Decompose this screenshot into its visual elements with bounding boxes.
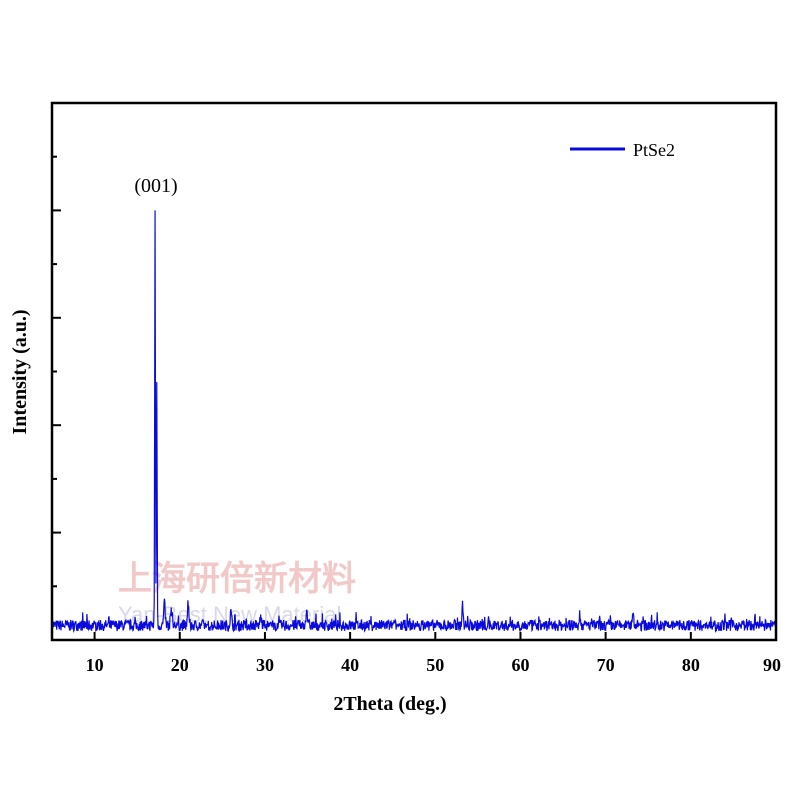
legend-label-ptse2: PtSe2 xyxy=(633,140,675,160)
x-tick-label: 80 xyxy=(682,655,700,675)
x-tick-label: 20 xyxy=(171,655,189,675)
x-tick-label: 40 xyxy=(341,655,359,675)
x-axis-title: 2Theta (deg.) xyxy=(333,693,446,715)
legend: PtSe2 xyxy=(570,140,675,160)
x-tick-label: 60 xyxy=(511,655,529,675)
x-tick-label: 10 xyxy=(86,655,104,675)
x-tick-label: 50 xyxy=(426,655,444,675)
x-tick-label: 90 xyxy=(763,655,781,675)
x-tick-label: 70 xyxy=(597,655,615,675)
series-line-ptse2 xyxy=(51,210,777,633)
peak-annotation-001: (001) xyxy=(134,175,177,197)
y-axis-title: Intensity (a.u.) xyxy=(9,309,31,434)
x-tick-label: 30 xyxy=(256,655,274,675)
